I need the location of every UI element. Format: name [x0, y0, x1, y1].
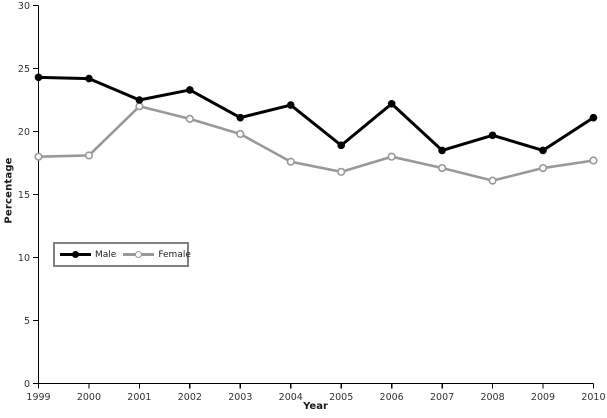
- male-point: [186, 86, 194, 94]
- x-tick-label: 2009: [531, 392, 555, 403]
- y-tick-label: 25: [18, 64, 30, 75]
- female-line: [37, 105, 595, 182]
- male-point: [135, 96, 144, 104]
- y-tick-label: 30: [18, 1, 30, 12]
- x-tick-label: 2010: [581, 392, 605, 403]
- male-point: [438, 146, 446, 155]
- y-tick-label: 0: [24, 379, 30, 390]
- x-axis-title: Year: [303, 401, 328, 412]
- x-tick-label: 2001: [127, 392, 151, 403]
- female-line-marker-icon: [123, 250, 155, 259]
- male-point: [488, 131, 497, 140]
- male-point: [34, 73, 43, 82]
- female-point: [538, 163, 548, 173]
- x-tick-label: 2006: [380, 392, 404, 403]
- female-point: [236, 129, 245, 139]
- male-point: [337, 141, 346, 150]
- male-line-marker-icon: [60, 250, 91, 259]
- x-tick-label: 2002: [178, 392, 202, 403]
- female-point: [185, 114, 194, 123]
- y-tick-label: 5: [24, 316, 30, 327]
- female-point: [286, 157, 295, 166]
- female-point: [488, 176, 497, 185]
- female-point: [438, 163, 447, 173]
- x-tick-label: 2000: [77, 392, 101, 403]
- male-point: [539, 146, 547, 155]
- x-tick-label: 2004: [279, 392, 303, 403]
- female-point: [84, 151, 94, 160]
- legend-label-female: Female: [158, 249, 191, 260]
- female-point: [387, 152, 396, 161]
- male-point: [286, 101, 295, 109]
- y-tick-label: 20: [18, 127, 30, 138]
- x-tick-label: 2007: [430, 392, 454, 403]
- legend-item-male: Male: [60, 250, 116, 260]
- male-point: [589, 113, 598, 122]
- female-point: [589, 156, 598, 165]
- x-tick-label: 1999: [26, 392, 50, 403]
- x-tick-label: 2008: [480, 392, 504, 403]
- male-point: [387, 99, 396, 108]
- x-tick-label: 2003: [228, 392, 252, 403]
- legend-label-male: Male: [95, 249, 117, 260]
- x-tick-label: 2005: [329, 392, 353, 403]
- female-point: [337, 167, 346, 176]
- female-point: [135, 102, 144, 111]
- y-tick-label: 10: [18, 253, 30, 264]
- male-point: [85, 74, 93, 83]
- y-axis-title: Percentage: [3, 157, 15, 224]
- legend-item-female: Female: [123, 250, 191, 260]
- female-point: [34, 152, 43, 161]
- legend: Male Female: [53, 242, 191, 267]
- y-tick-label: 15: [18, 190, 30, 201]
- male-line: [37, 75, 595, 152]
- male-point: [236, 113, 245, 122]
